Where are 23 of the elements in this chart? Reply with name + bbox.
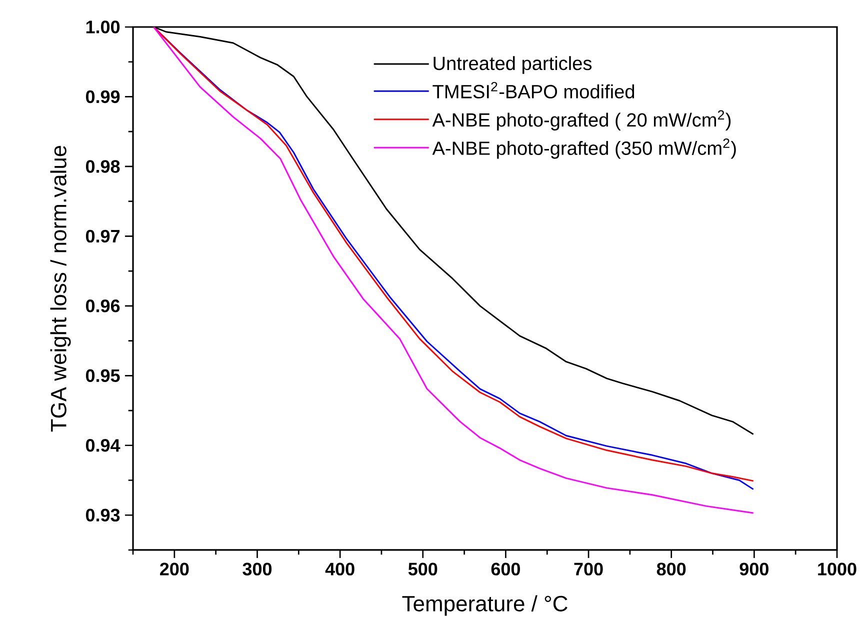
x-tick-label: 700 — [574, 562, 603, 576]
x-tick-label: 600 — [491, 562, 520, 576]
x-tick-label: 800 — [656, 562, 686, 576]
x-tick-label: 400 — [325, 562, 354, 576]
y-axis-title: TGA weight loss / norm.value — [50, 146, 71, 432]
y-tick-label: 0.95 — [86, 369, 120, 382]
y-tick-label: 0.96 — [86, 300, 120, 312]
x-tick-label: 300 — [242, 562, 272, 576]
x-tick-label: 500 — [408, 562, 438, 576]
legend-label: Untreated particles — [434, 56, 592, 74]
y-tick-label: 0.94 — [86, 439, 120, 452]
x-tick-label: 1000 — [818, 562, 856, 576]
x-tick-label: 900 — [740, 562, 768, 576]
x-axis-title: Temperature / °C — [402, 595, 568, 616]
y-tick-label: 0.98 — [86, 160, 120, 173]
y-tick-label: 1.00 — [86, 20, 120, 34]
y-tick-label: 0.97 — [86, 230, 120, 243]
legend-label: A-NBE photo-grafted ( 20 mW/cm$^{2}$) — [432, 110, 731, 130]
y-tick-label: 0.93 — [86, 508, 120, 522]
legend-label: TMESI$^{2}$-BAPO modified — [432, 82, 634, 98]
y-tick-label: 0.99 — [86, 90, 120, 104]
x-tick-label: 200 — [160, 562, 189, 576]
legend-label: A-NBE photo-grafted (350 mW/cm$^{2}$) — [432, 138, 736, 159]
